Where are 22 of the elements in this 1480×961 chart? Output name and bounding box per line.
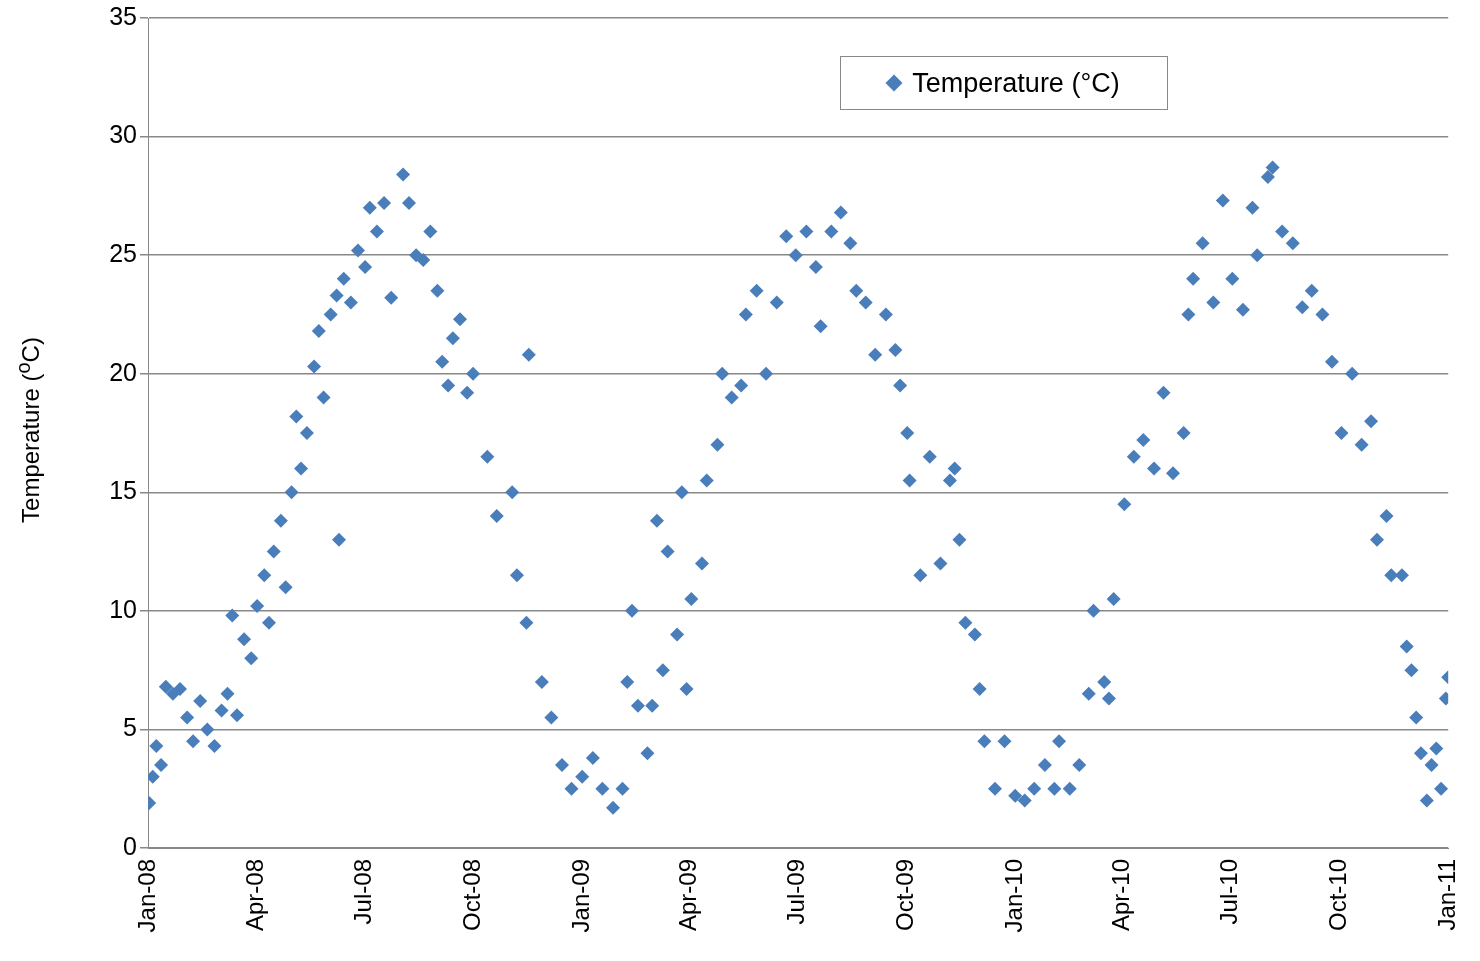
x-tick-label: Oct-08 xyxy=(457,859,485,932)
x-tick-label: Apr-10 xyxy=(1106,859,1134,932)
x-tick-label: Apr-08 xyxy=(240,859,268,932)
x-tick-label: Jan-08 xyxy=(132,859,160,933)
y-tick-label: 10 xyxy=(109,594,137,623)
x-tick-label: Oct-09 xyxy=(890,859,918,932)
y-tick-label: 35 xyxy=(109,1,137,30)
x-tick-label: Jan-09 xyxy=(566,859,594,933)
x-tick-label: Oct-10 xyxy=(1323,859,1351,932)
y-tick-label: 25 xyxy=(109,239,137,268)
x-tick-label: Jan-10 xyxy=(999,859,1027,933)
y-tick-label: 15 xyxy=(109,476,137,505)
y-tick-label: 5 xyxy=(123,713,137,742)
y-tick-label: 20 xyxy=(109,357,137,386)
x-tick-label: Jan-11 xyxy=(1432,859,1460,931)
x-tick-label: Jul-10 xyxy=(1214,859,1242,925)
y-tick-label: 0 xyxy=(123,831,137,860)
x-tick-label: Jul-08 xyxy=(348,859,376,925)
x-tick-label: Apr-09 xyxy=(673,859,701,932)
legend-label: Temperature (°C) xyxy=(912,67,1120,99)
y-tick-label: 30 xyxy=(109,120,137,149)
x-tick-label: Jul-09 xyxy=(781,859,809,925)
